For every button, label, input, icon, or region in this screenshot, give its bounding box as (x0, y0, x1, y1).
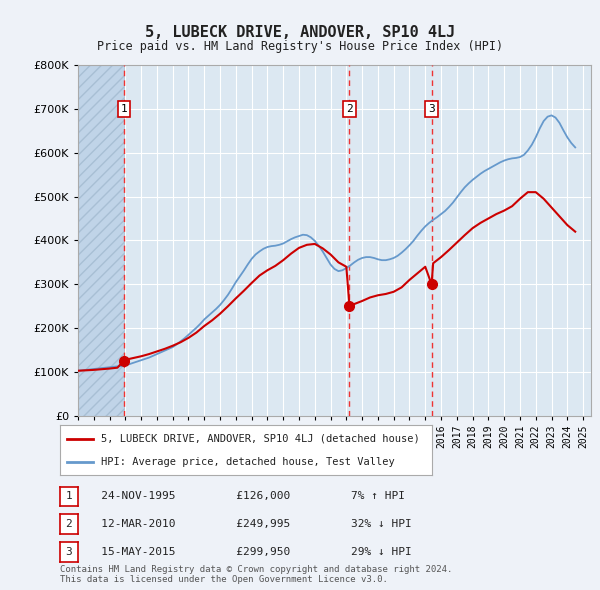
Text: 3: 3 (428, 104, 435, 114)
Text: 12-MAR-2010         £249,995         32% ↓ HPI: 12-MAR-2010 £249,995 32% ↓ HPI (81, 519, 412, 529)
Text: 5, LUBECK DRIVE, ANDOVER, SP10 4LJ: 5, LUBECK DRIVE, ANDOVER, SP10 4LJ (145, 25, 455, 40)
Text: 1: 1 (65, 491, 73, 502)
Bar (78, 65, 124, 416)
Text: Price paid vs. HM Land Registry's House Price Index (HPI): Price paid vs. HM Land Registry's House … (97, 40, 503, 53)
Text: 2: 2 (65, 519, 73, 529)
Text: 5, LUBECK DRIVE, ANDOVER, SP10 4LJ (detached house): 5, LUBECK DRIVE, ANDOVER, SP10 4LJ (deta… (101, 434, 419, 444)
Text: 2: 2 (346, 104, 353, 114)
Text: Contains HM Land Registry data © Crown copyright and database right 2024.
This d: Contains HM Land Registry data © Crown c… (60, 565, 452, 584)
Text: 3: 3 (65, 547, 73, 557)
Text: HPI: Average price, detached house, Test Valley: HPI: Average price, detached house, Test… (101, 457, 395, 467)
Text: 1: 1 (121, 104, 127, 114)
Text: 24-NOV-1995         £126,000         7% ↑ HPI: 24-NOV-1995 £126,000 7% ↑ HPI (81, 491, 405, 502)
Text: 15-MAY-2015         £299,950         29% ↓ HPI: 15-MAY-2015 £299,950 29% ↓ HPI (81, 547, 412, 557)
